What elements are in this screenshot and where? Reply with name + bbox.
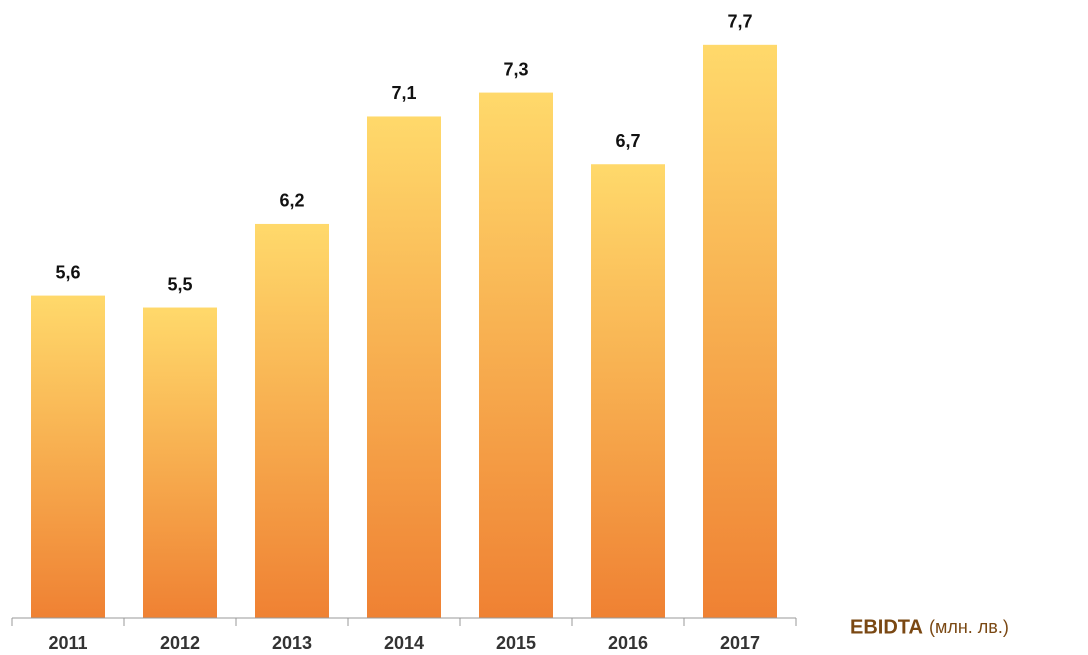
x-tick-label: 2012 [160, 633, 200, 653]
bar [479, 92, 553, 618]
x-tick-label: 2017 [720, 633, 760, 653]
bar [255, 223, 329, 619]
data-label: 5,6 [55, 262, 80, 282]
bar [703, 44, 777, 618]
data-label: 7,1 [391, 83, 416, 103]
bar [143, 307, 217, 618]
bar [591, 164, 665, 618]
x-tick-label: 2013 [272, 633, 312, 653]
legend-unit: (млн. лв.) [929, 617, 1009, 637]
x-tick-label: 2014 [384, 633, 424, 653]
data-label: 7,7 [727, 12, 752, 32]
x-tick-label: 2016 [608, 633, 648, 653]
data-label: 5,5 [167, 274, 192, 294]
data-label: 6,7 [615, 131, 640, 151]
legend-label: EBIDTA [850, 616, 923, 638]
x-tick-label: 2011 [48, 633, 87, 653]
x-tick-label: 2015 [496, 633, 536, 653]
data-label: 6,2 [279, 191, 304, 211]
data-label: 7,3 [503, 59, 528, 79]
bar [367, 116, 441, 619]
bar [31, 295, 105, 618]
